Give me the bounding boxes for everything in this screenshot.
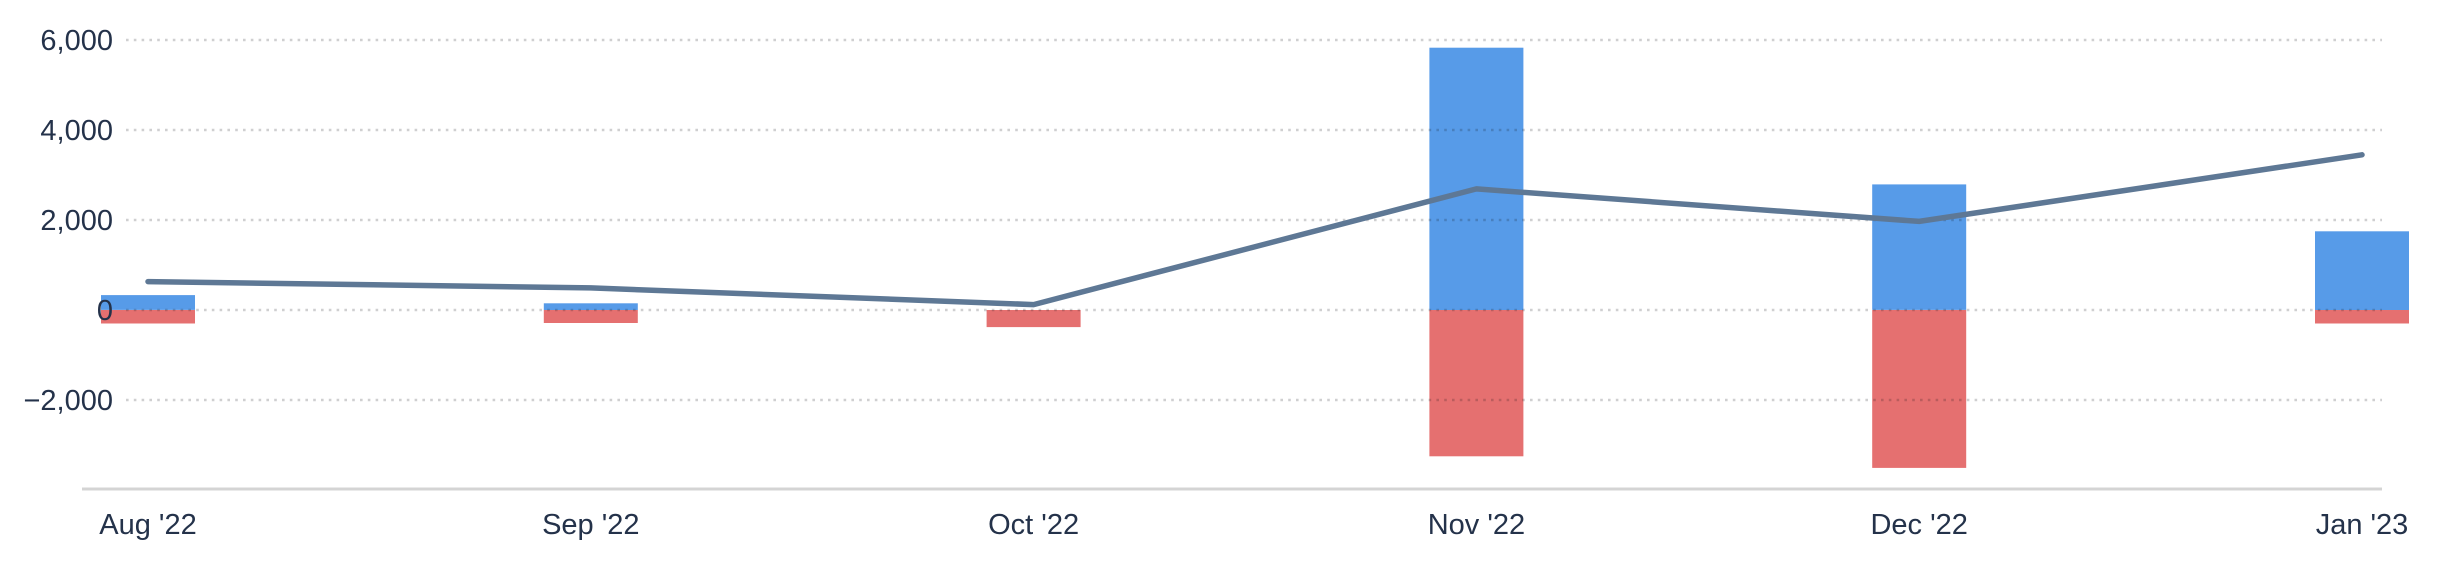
x-axis-tick-label: Oct '22 — [988, 509, 1079, 541]
bar-segment-negative[interactable] — [543, 310, 638, 323]
x-axis-tick-label: Aug '22 — [99, 509, 196, 541]
bar-segment-negative[interactable] — [986, 310, 1081, 328]
bar-segment-positive[interactable] — [2315, 231, 2409, 311]
bar-segment-negative[interactable] — [1429, 310, 1524, 457]
y-axis-tick-label: 4,000 — [40, 115, 113, 147]
y-axis-tick-label: −2,000 — [23, 385, 113, 417]
x-axis-tick-label: Sep '22 — [542, 509, 639, 541]
x-axis-tick-label: Jan '23 — [2316, 509, 2409, 541]
bar-segment-positive[interactable] — [1872, 184, 1967, 310]
bar-segment-negative[interactable] — [101, 310, 195, 324]
x-axis-tick-label: Nov '22 — [1428, 509, 1525, 541]
bar-segment-positive[interactable] — [543, 303, 638, 311]
x-axis-tick-label: Dec '22 — [1870, 509, 1967, 541]
y-axis-tick-label: 6,000 — [40, 25, 113, 57]
bar-segment-negative[interactable] — [2315, 310, 2409, 324]
trend-line-path[interactable] — [145, 152, 2365, 308]
bar-segment-positive[interactable] — [1429, 47, 1524, 310]
bar-segment-positive[interactable] — [101, 295, 195, 310]
y-axis-tick-label: 2,000 — [40, 205, 113, 237]
bar-segment-negative[interactable] — [1872, 310, 1967, 468]
y-axis-tick-label: 0 — [97, 295, 113, 327]
